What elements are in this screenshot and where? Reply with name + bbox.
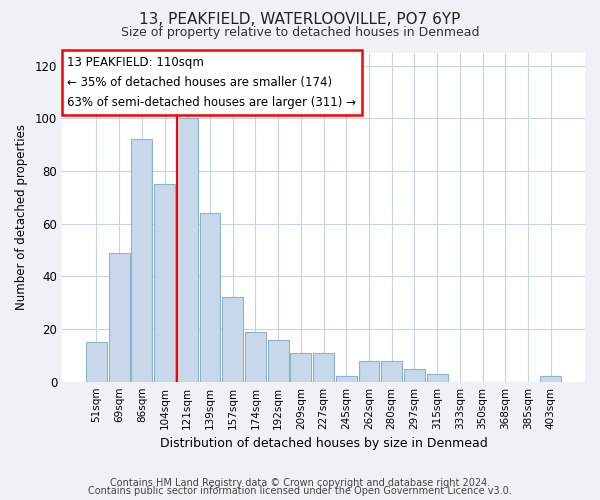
- Bar: [290, 352, 311, 382]
- Bar: [427, 374, 448, 382]
- Text: 13 PEAKFIELD: 110sqm
← 35% of detached houses are smaller (174)
63% of semi-deta: 13 PEAKFIELD: 110sqm ← 35% of detached h…: [67, 56, 356, 109]
- Bar: [404, 368, 425, 382]
- X-axis label: Distribution of detached houses by size in Denmead: Distribution of detached houses by size …: [160, 437, 487, 450]
- Bar: [268, 340, 289, 382]
- Bar: [86, 342, 107, 382]
- Text: Contains public sector information licensed under the Open Government Licence v3: Contains public sector information licen…: [88, 486, 512, 496]
- Bar: [541, 376, 561, 382]
- Bar: [131, 140, 152, 382]
- Y-axis label: Number of detached properties: Number of detached properties: [15, 124, 28, 310]
- Bar: [177, 118, 198, 382]
- Text: Contains HM Land Registry data © Crown copyright and database right 2024.: Contains HM Land Registry data © Crown c…: [110, 478, 490, 488]
- Text: Size of property relative to detached houses in Denmead: Size of property relative to detached ho…: [121, 26, 479, 39]
- Bar: [245, 332, 266, 382]
- Bar: [359, 360, 379, 382]
- Bar: [381, 360, 402, 382]
- Bar: [154, 184, 175, 382]
- Bar: [109, 252, 130, 382]
- Bar: [336, 376, 357, 382]
- Bar: [200, 213, 220, 382]
- Bar: [222, 298, 243, 382]
- Bar: [313, 352, 334, 382]
- Text: 13, PEAKFIELD, WATERLOOVILLE, PO7 6YP: 13, PEAKFIELD, WATERLOOVILLE, PO7 6YP: [139, 12, 461, 28]
